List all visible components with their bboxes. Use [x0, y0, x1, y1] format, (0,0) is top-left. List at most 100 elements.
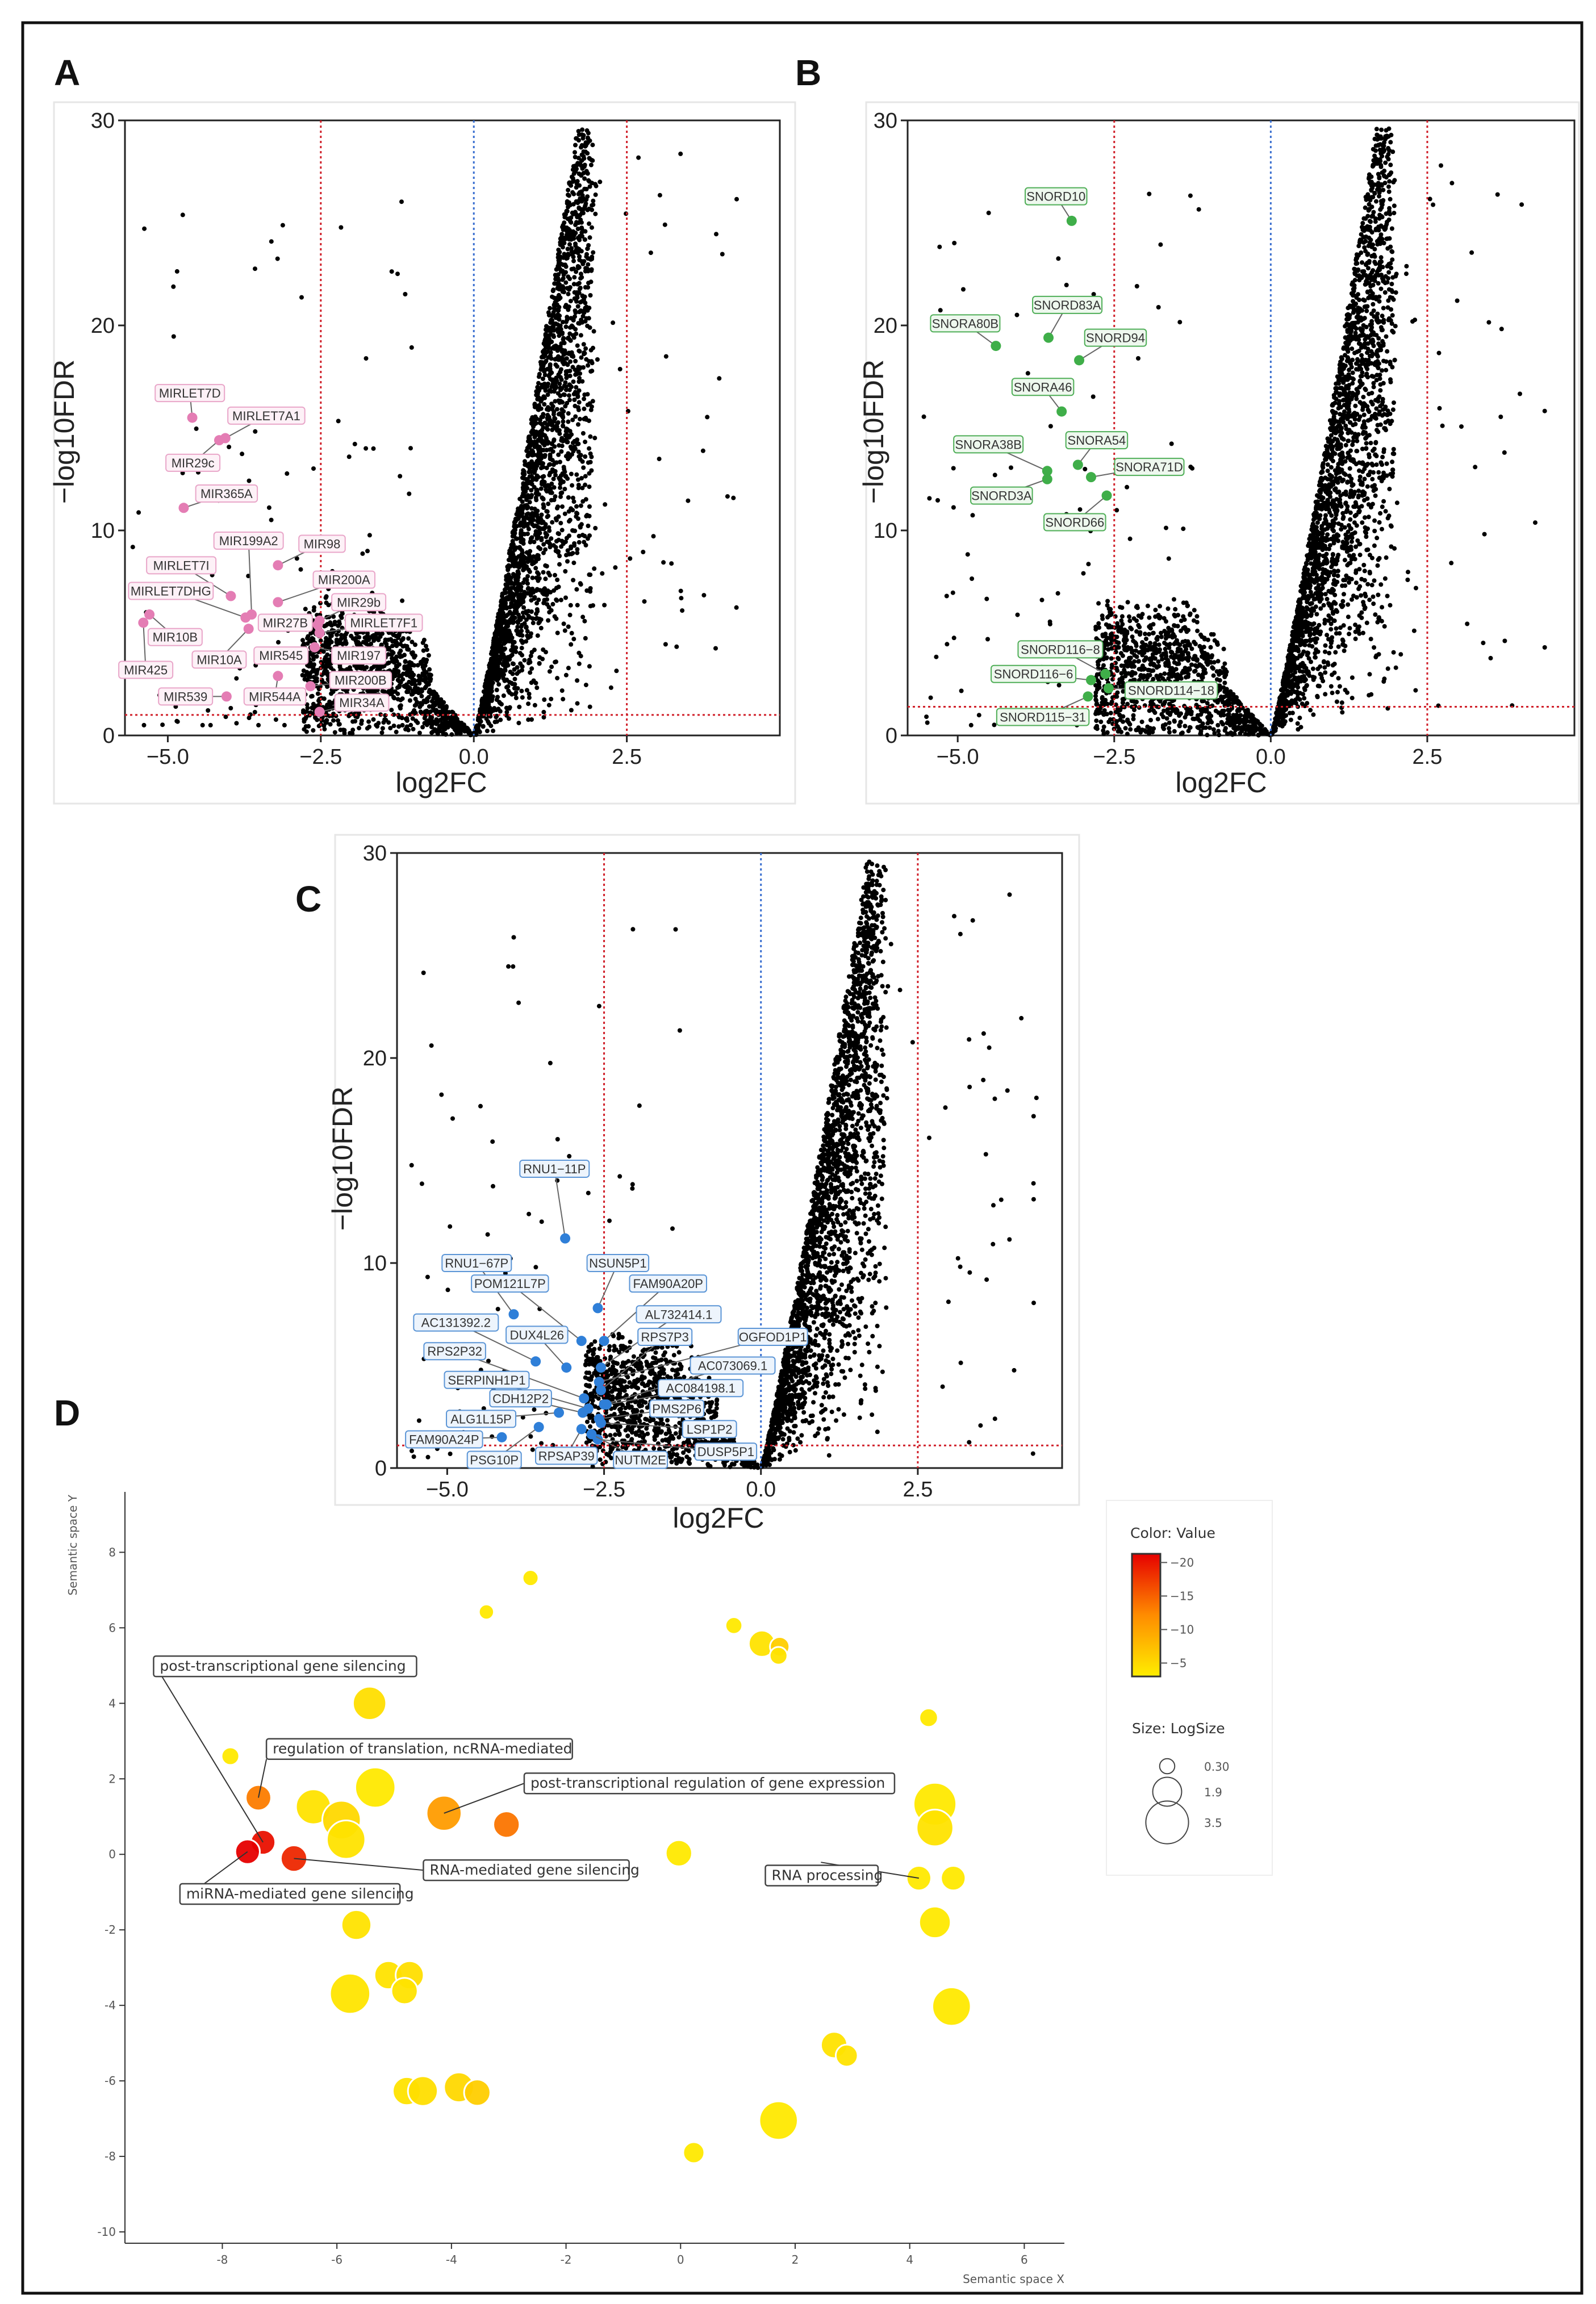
gene-point — [565, 428, 570, 433]
gene-point — [492, 720, 498, 725]
gene-point — [508, 620, 513, 625]
gene-point — [584, 252, 589, 257]
gene-point — [337, 722, 342, 727]
gene-point — [573, 150, 577, 155]
gene-point — [534, 536, 540, 541]
x-tick-label: −2.5 — [299, 745, 342, 769]
gene-point — [578, 196, 583, 201]
gene-point — [302, 727, 307, 732]
gene-point — [520, 485, 525, 490]
gene-point — [311, 466, 316, 471]
gene-point — [1373, 612, 1378, 617]
gene-point — [617, 367, 622, 371]
gene-point — [389, 269, 394, 274]
gene-point — [705, 415, 710, 420]
gene-point — [194, 426, 199, 431]
gene-point — [311, 675, 316, 680]
gene-point — [525, 453, 530, 458]
gene-point — [519, 601, 524, 606]
gene-point — [536, 380, 541, 386]
gene-point — [536, 545, 541, 550]
gene-point — [642, 599, 647, 604]
gene-point — [331, 718, 336, 723]
gene-point — [404, 716, 410, 721]
gene-point — [513, 574, 517, 579]
gene-point — [555, 550, 561, 555]
gene-point — [593, 211, 598, 216]
gene-point — [423, 674, 428, 679]
gene-point — [310, 653, 315, 658]
gene-point — [586, 285, 591, 290]
gene-point — [566, 287, 571, 292]
gene-point — [1363, 515, 1367, 520]
gene-point — [578, 161, 583, 166]
gene-point — [408, 722, 413, 727]
gene-point — [558, 482, 563, 486]
gene-point — [1384, 334, 1389, 339]
gene-point — [524, 496, 529, 501]
gene-point — [417, 730, 422, 735]
gene-point — [582, 186, 587, 191]
gene-point — [563, 264, 569, 269]
gene-point — [558, 485, 563, 490]
gene-point — [580, 127, 585, 132]
gene-point — [1342, 409, 1347, 414]
gene-point — [1302, 685, 1307, 691]
gene-point — [548, 452, 553, 457]
gene-point — [521, 605, 527, 610]
gene-point — [1388, 196, 1393, 202]
gene-point — [661, 560, 666, 565]
gene-point — [578, 271, 583, 277]
gene-point — [503, 625, 508, 630]
gene-point — [552, 281, 557, 286]
gene-point — [371, 638, 377, 643]
gene-point — [399, 199, 404, 204]
gene-point — [308, 631, 314, 636]
gene-point — [516, 516, 521, 521]
gene-label: MIR34A — [339, 696, 385, 710]
gene-point — [527, 463, 532, 469]
gene-point — [566, 666, 571, 671]
gene-point — [575, 477, 580, 482]
gene-point — [403, 659, 408, 664]
gene-point — [534, 557, 539, 562]
gene-point — [1374, 462, 1379, 467]
gene-point — [1350, 696, 1355, 701]
y-tick-label: 20 — [91, 314, 115, 338]
gene-point — [504, 595, 509, 600]
gene-point — [404, 689, 410, 695]
gene-point — [669, 561, 674, 566]
gene-point — [419, 689, 424, 694]
gene-point — [1367, 570, 1372, 575]
gene-point — [585, 246, 590, 251]
gene-point — [542, 369, 547, 374]
gene-point — [354, 642, 360, 647]
gene-point — [497, 660, 502, 666]
gene-point — [541, 570, 546, 575]
gene-point — [571, 191, 576, 196]
gene-point — [569, 708, 574, 713]
gene-point — [525, 574, 530, 579]
gene-point — [234, 676, 239, 681]
gene-point — [541, 479, 546, 484]
gene-point — [1354, 595, 1359, 600]
background-points — [130, 127, 739, 738]
gene-point — [544, 509, 549, 514]
gene-point — [509, 601, 514, 605]
gene-point — [569, 174, 574, 179]
gene-point — [571, 164, 576, 169]
gene-point — [390, 649, 395, 654]
gene-point — [1346, 614, 1351, 620]
gene-point — [562, 383, 567, 388]
gene-point — [1371, 384, 1376, 390]
gene-point — [1328, 684, 1334, 689]
gene-point — [440, 702, 445, 707]
gene-point — [641, 550, 646, 554]
gene-point — [563, 454, 569, 459]
gene-point — [567, 387, 572, 392]
gene-point — [1355, 349, 1360, 354]
gene-point — [1356, 628, 1361, 633]
gene-point — [566, 411, 571, 416]
gene-point — [535, 633, 540, 638]
gene-point — [477, 729, 482, 734]
